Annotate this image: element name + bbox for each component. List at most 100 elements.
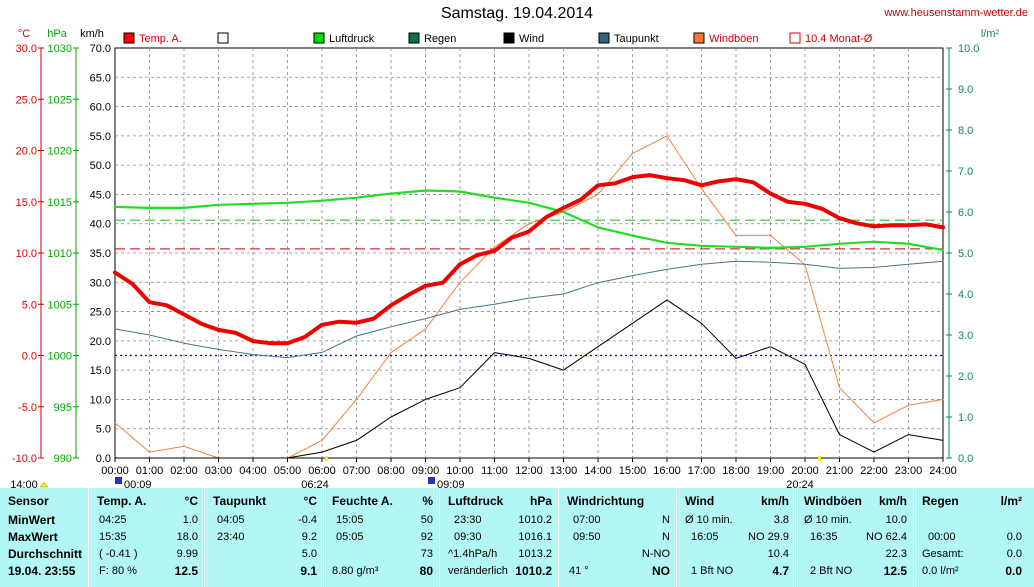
press-tick-label: 1015 (48, 197, 72, 209)
press-tick-label: 1025 (48, 94, 72, 106)
wind-tick-label: 15.0 (90, 365, 111, 377)
site-url[interactable]: www.heusenstamm-wetter.de (884, 7, 1028, 19)
x-tick-label: 02:00 (170, 465, 198, 477)
row-label-max: MaxWert (8, 530, 58, 544)
winddir-header: Windrichtung (567, 494, 645, 508)
rain-tick-label: 5.0 (958, 248, 973, 260)
winddir-avg-value: N-NO (641, 548, 670, 560)
wind-axis-unit: km/h (80, 28, 104, 40)
x-tick-label: 00:00 (101, 465, 129, 477)
humidity-min-time: 15:05 (336, 514, 364, 526)
x-tick-label: 03:00 (205, 465, 233, 477)
temp-header: Temp. A. (97, 494, 147, 508)
humidity-unit: % (422, 494, 433, 508)
gust-unit: km/h (878, 494, 907, 508)
series-wind (114, 299, 944, 459)
legend-swatch (217, 32, 229, 44)
stats-temp: Temp. A. °C 04:25 1.0 15:35 18.0 ( -0.41… (89, 488, 205, 587)
x-tick-label: 14:00 (584, 465, 612, 477)
temp-min-time: 04:25 (99, 514, 127, 526)
x-tick-label: 01:00 (136, 465, 164, 477)
legend-swatch (598, 32, 610, 44)
sun-marker-icon (39, 481, 49, 488)
x-tick-label: 17:00 (688, 465, 716, 477)
pressure-avg-value: 1013.2 (518, 548, 552, 560)
dew-header: Taupunkt (213, 494, 267, 508)
press-tick-label: 1010 (48, 248, 72, 260)
winddir-current-value: NO (652, 564, 670, 578)
rain-max-value: 0.0 (1006, 531, 1022, 543)
pressure-current-value: 1010.2 (515, 564, 552, 578)
series-tempa (113, 173, 945, 346)
wind-tick-label: 25.0 (90, 307, 111, 319)
legend-swatch (789, 32, 801, 44)
pressure-max-value: 1016.1 (518, 531, 552, 543)
rain-total-label: Gesamt: (922, 548, 964, 560)
x-tick-label: 15:00 (619, 465, 647, 477)
temp-max-time: 15:35 (99, 531, 127, 543)
rain-total-value: 0.0 (1006, 548, 1022, 560)
stats-dew: Taupunkt °C 04:05 -0.4 23:40 9.2 5.0 9.1 (205, 488, 324, 587)
pressure-forecast: veränderlich (448, 565, 508, 577)
wind-tick-label: 50.0 (90, 160, 111, 172)
legend-swatch (693, 32, 705, 44)
pressure-trend: ^1.4hPa/h (448, 548, 498, 560)
gust-row1-value: 10.0 (885, 514, 907, 526)
dew-avg-value: 5.0 (301, 548, 317, 560)
x-tick-label: 04:00 (239, 465, 267, 477)
row-label-min: MinWert (8, 513, 56, 527)
wind-avg-value: 10.4 (767, 548, 789, 560)
gust-beaufort: 2 Bft NO (810, 565, 853, 577)
moon-marker-icon (428, 477, 435, 484)
rain-rate: 0.0 l/m² (922, 565, 959, 577)
temp-tick-label: 0.0 (22, 351, 37, 363)
series-luftdruck (113, 189, 945, 251)
moon-marker-icon (115, 477, 122, 484)
series-taupunkt (114, 260, 944, 359)
x-tick-label: 11:00 (481, 465, 508, 477)
temp-tick-label: 25.0 (16, 94, 37, 106)
temp-axis-unit: °C (18, 28, 30, 40)
x-tick-label: 07:00 (343, 465, 371, 477)
temp-tick-label: 30.0 (16, 43, 37, 55)
wind-current-value: 4.7 (772, 564, 789, 578)
rain-axis-unit: l/m² (981, 28, 1000, 40)
wind-tick-label: 5.0 (96, 424, 111, 436)
x-tick-label: 18:00 (722, 465, 750, 477)
rain-unit: l/m² (1000, 494, 1022, 508)
rain-tick-label: 2.0 (958, 371, 973, 383)
x-tick-label: 06:00 (308, 465, 336, 477)
rain-tick-label: 10.0 (958, 43, 979, 55)
x-tick-label: 24:00 (929, 465, 957, 477)
legend-label: Luftdruck (329, 33, 375, 45)
temp-max-value: 18.0 (176, 531, 198, 543)
sunrise-marker-icon (325, 456, 328, 461)
legend-swatch (408, 32, 420, 44)
moonset-label: 09:09 (437, 479, 465, 488)
winddir-max-time: 09:50 (573, 531, 601, 543)
rain-max-time: 00:00 (928, 531, 956, 543)
x-tick-label: 12:00 (515, 465, 543, 477)
pressure-header: Luftdruck (448, 494, 504, 508)
x-tick-label: 08:00 (377, 465, 405, 477)
press-tick-label: 1020 (48, 146, 72, 158)
rain-tick-label: 9.0 (958, 84, 973, 96)
wind-tick-label: 65.0 (90, 72, 111, 84)
start-time-label: 14:00 (10, 479, 38, 488)
humidity-absolute: 8.80 g/m³ (332, 565, 379, 577)
humidity-avg-value: 73 (420, 548, 433, 560)
press-tick-label: 1030 (48, 43, 72, 55)
dew-unit: °C (303, 494, 317, 508)
gust-avg-value: 22.3 (885, 548, 907, 560)
sensor-header: Sensor (8, 494, 49, 508)
sunset-marker-icon (818, 456, 821, 461)
chart-title: Samstag. 19.04.2014 (440, 5, 594, 22)
dew-max-time: 23:40 (217, 531, 245, 543)
temp-tick-label: 15.0 (16, 197, 37, 209)
humidity-max-time: 05:05 (336, 531, 364, 543)
stats-pressure: Luftdruck hPa 23:30 1010.2 09:30 1016.1 … (440, 488, 559, 587)
weather-chart: 00:00 01:00 02:00 03:00 04:00 05:00 06:00 07:00… (10, 28, 1000, 488)
humidity-max-value: 92 (420, 531, 433, 543)
wind-row1-value: 3.8 (773, 514, 789, 526)
stats-panel: Sensor MinWert MaxWert Durchschnitt 19.0… (0, 488, 1034, 587)
